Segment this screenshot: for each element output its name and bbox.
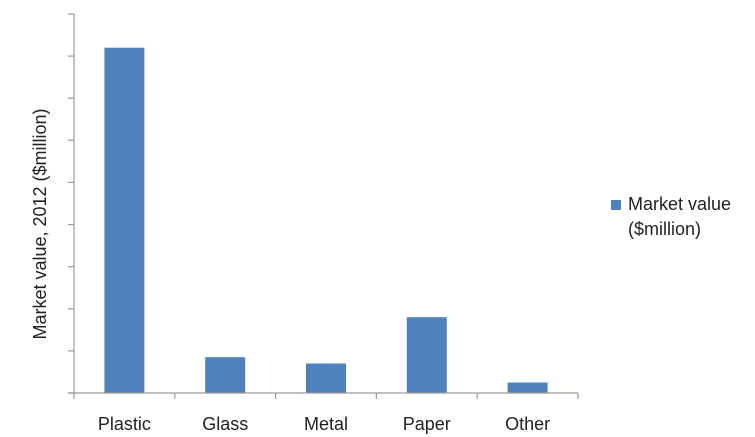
bar-paper (406, 317, 447, 393)
x-tick-label-glass: Glass (202, 414, 248, 434)
legend: Market value ($million) (611, 194, 731, 239)
bar-plastic (104, 47, 145, 393)
legend-label-line-2: ($million) (628, 219, 701, 239)
legend-swatch (611, 200, 621, 210)
x-tick-label-plastic: Plastic (98, 414, 151, 434)
bars-layer (104, 47, 548, 393)
axes-layer (68, 13, 579, 399)
labels-layer: Plastic Glass Metal Paper Other (98, 414, 550, 434)
bar-other (507, 382, 548, 393)
x-tick-label-metal: Metal (304, 414, 348, 434)
x-tick-label-other: Other (505, 414, 550, 434)
bar-glass (205, 357, 246, 393)
x-tick-label-paper: Paper (403, 414, 451, 434)
legend-label-line-1: Market value (628, 194, 731, 214)
bar-metal (306, 363, 346, 393)
y-axis-title: Market value, 2012 ($million) (30, 108, 50, 339)
